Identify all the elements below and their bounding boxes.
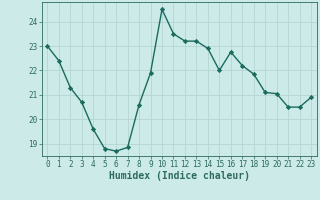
X-axis label: Humidex (Indice chaleur): Humidex (Indice chaleur) bbox=[109, 171, 250, 181]
